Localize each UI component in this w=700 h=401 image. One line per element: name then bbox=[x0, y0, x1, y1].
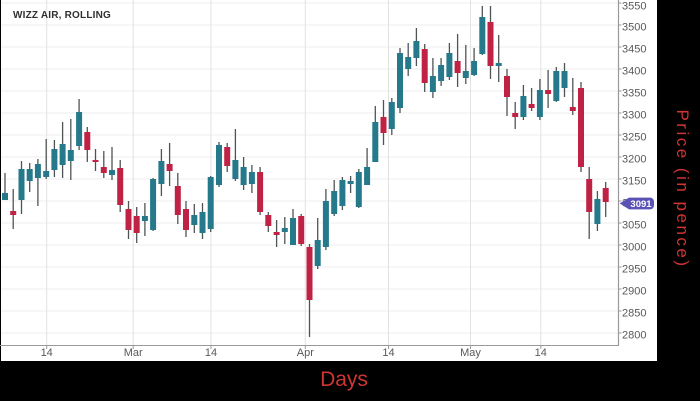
svg-text:3250: 3250 bbox=[622, 132, 646, 144]
svg-text:3550: 3550 bbox=[622, 1, 646, 13]
svg-text:14: 14 bbox=[41, 347, 53, 359]
svg-text:WIZZ AIR, ROLLING: WIZZ AIR, ROLLING bbox=[13, 10, 111, 21]
svg-text:2950: 2950 bbox=[622, 264, 646, 276]
svg-text:2900: 2900 bbox=[622, 286, 646, 298]
svg-text:2850: 2850 bbox=[622, 308, 646, 320]
svg-text:Apr: Apr bbox=[297, 347, 314, 359]
svg-text:14: 14 bbox=[535, 347, 547, 359]
svg-text:3450: 3450 bbox=[622, 44, 646, 56]
svg-text:Mar: Mar bbox=[124, 347, 143, 359]
svg-text:3500: 3500 bbox=[622, 22, 646, 34]
svg-text:3150: 3150 bbox=[622, 176, 646, 188]
svg-text:Price (in pence): Price (in pence) bbox=[673, 109, 692, 268]
svg-text:14: 14 bbox=[382, 347, 394, 359]
svg-text:May: May bbox=[460, 347, 481, 359]
svg-text:14: 14 bbox=[205, 347, 217, 359]
svg-text:3050: 3050 bbox=[622, 220, 646, 232]
svg-text:3400: 3400 bbox=[622, 66, 646, 78]
svg-text:3350: 3350 bbox=[622, 88, 646, 100]
svg-text:Days: Days bbox=[320, 368, 368, 391]
svg-text:3300: 3300 bbox=[622, 110, 646, 122]
svg-text:3000: 3000 bbox=[622, 242, 646, 254]
svg-text:3200: 3200 bbox=[622, 154, 646, 166]
svg-text:3091: 3091 bbox=[630, 199, 652, 210]
svg-text:2800: 2800 bbox=[622, 330, 646, 342]
